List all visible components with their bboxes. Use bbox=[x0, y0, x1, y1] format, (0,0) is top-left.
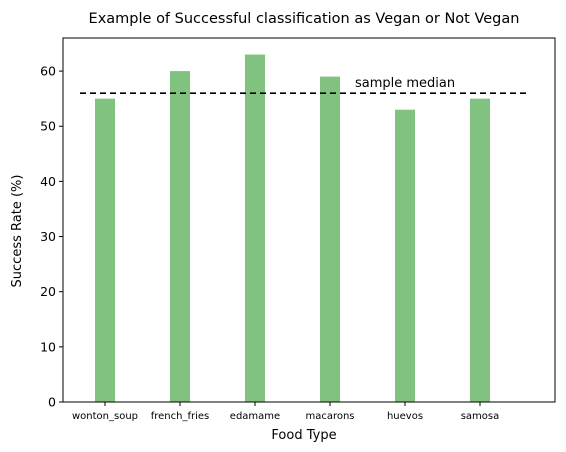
bar-macarons bbox=[320, 76, 340, 402]
bar-french-fries bbox=[170, 71, 190, 402]
y-tick-label: 20 bbox=[40, 284, 56, 299]
y-tick-label: 0 bbox=[48, 395, 56, 410]
y-tick-label: 40 bbox=[40, 174, 56, 189]
x-tick-label: french_fries bbox=[151, 411, 210, 422]
x-tick-label: huevos bbox=[387, 411, 423, 422]
y-tick-label: 10 bbox=[40, 339, 56, 354]
x-tick-label: macarons bbox=[305, 411, 354, 422]
axes-frame bbox=[62, 37, 556, 403]
x-ticks-group: wonton_soup french_fries edamame macarons hu… bbox=[72, 402, 499, 422]
x-tick-label: samosa bbox=[461, 411, 500, 422]
bars-group bbox=[95, 54, 490, 403]
median-group: sample median bbox=[80, 76, 530, 94]
y-tick-label: 60 bbox=[40, 64, 56, 79]
y-tick-label: 30 bbox=[40, 229, 56, 244]
x-tick-label: wonton_soup bbox=[72, 411, 138, 422]
x-axis-label: Food Type bbox=[271, 428, 336, 443]
bar-wonton-soup bbox=[95, 98, 115, 403]
bar-edamame bbox=[245, 54, 265, 402]
chart-title: Example of Successful classification as … bbox=[89, 11, 520, 27]
median-label: sample median bbox=[355, 76, 455, 91]
bar-huevos bbox=[395, 109, 415, 403]
bar-samosa bbox=[470, 98, 490, 403]
x-tick-label: edamame bbox=[230, 411, 280, 422]
y-axis-label: Success Rate (%) bbox=[10, 175, 25, 288]
y-ticks-group: 0 10 20 30 40 50 60 bbox=[40, 64, 63, 410]
y-tick-label: 50 bbox=[40, 119, 56, 134]
